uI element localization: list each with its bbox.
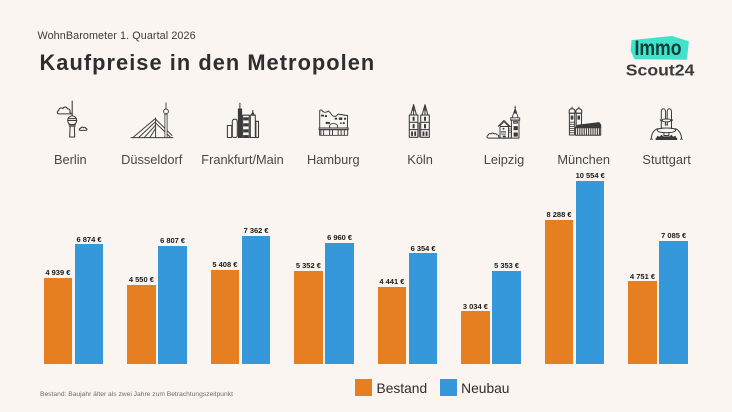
- svg-text:Immo: Immo: [635, 36, 682, 60]
- svg-text:Scout24: Scout24: [626, 63, 695, 80]
